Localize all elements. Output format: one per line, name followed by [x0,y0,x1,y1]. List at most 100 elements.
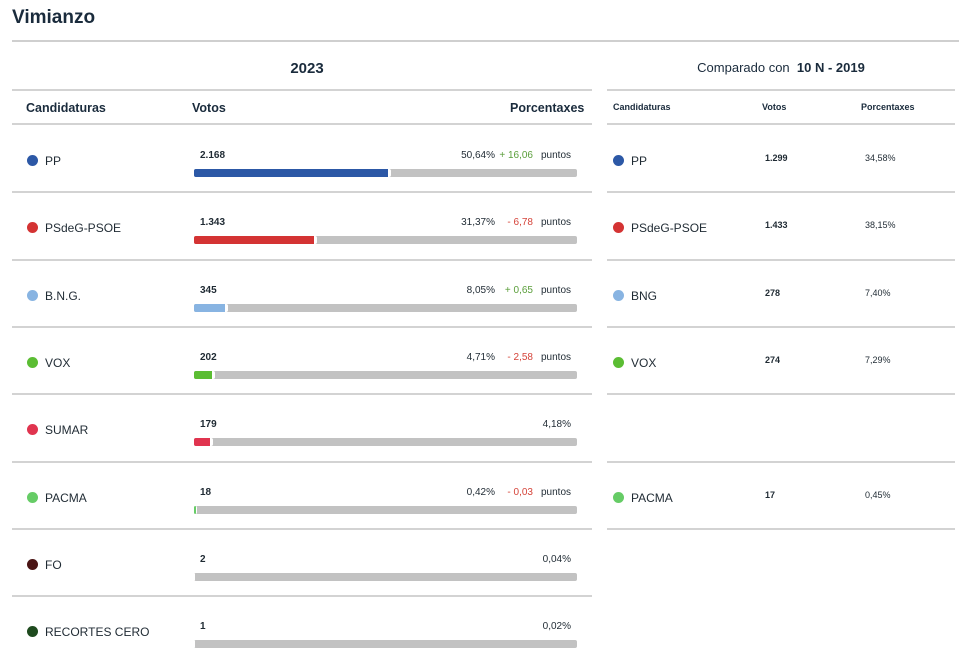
percentage-value: 0,42% [466,486,495,498]
puntos-label: puntos [541,217,572,229]
divider [607,123,955,125]
comparison-row: PACMA 17 0,45% [607,463,955,529]
result-row: PP 2.168 50,64% + 16,06 puntos [12,126,592,192]
delta-points: + 16,06 [499,150,533,161]
votes-value: 2 [200,553,206,565]
divider [607,89,955,91]
puntos-label: puntos [541,284,572,296]
row-divider [607,191,955,194]
vote-share-bar [194,303,577,312]
party-color-dot [27,558,38,570]
percentage-value: 50,64% [461,150,495,161]
row-divider [12,393,592,396]
result-row: SUMAR 179 4,18% [12,395,592,461]
result-row: VOX 202 4,71% - 2,58 puntos [12,328,592,394]
comparison-prefix: Comparado con [697,60,790,75]
vote-share-bar-fill [194,505,197,514]
puntos-label: puntos [541,150,572,161]
vote-share-bar-fill [194,169,391,177]
votes-value: 1.433 [765,220,788,231]
party-name: PSdeG-PSOE [45,221,122,236]
row-divider [607,527,955,530]
votes-value: 18 [200,486,212,498]
comparison-header-votos: Votos [762,102,787,112]
result-row: RECORTES CERO 1 0,02% [12,597,592,663]
vote-share-bar [194,640,577,649]
col-header-votos: Votos [192,101,226,115]
vote-share-bar [194,169,577,177]
party-name: PP [631,154,648,168]
puntos-label: puntos [541,486,572,498]
votes-value: 278 [765,287,781,298]
row-divider [12,325,592,328]
col-header-porcentaxes: Porcentaxes [510,101,585,115]
votes-value: 345 [200,284,217,296]
party-name: B.N.G. [45,288,82,303]
comparison-row: PSdeG-PSOE 1.433 38,15% [607,193,955,259]
party-color-dot [27,626,38,638]
percentage-value: 0,02% [542,621,571,633]
percentage-value: 4,18% [542,419,571,431]
votes-value: 2.168 [200,150,226,161]
puntos-label: puntos [541,351,572,363]
row-divider [12,191,592,194]
row-divider [12,258,592,261]
row-divider [12,460,592,463]
party-color-dot [613,155,624,166]
results-year: 2023 [290,60,324,77]
party-name: VOX [45,355,71,370]
votes-value: 1.299 [765,153,788,163]
comparison-row: BNG 278 7,40% [607,261,955,327]
title-divider [12,40,959,42]
party-name: BNG [631,288,658,303]
percentage-value: 34,58% [865,153,896,163]
party-color-dot [27,222,38,234]
vote-share-bar [194,505,577,514]
comparison-election: 10 N - 2019 [796,60,865,75]
vote-share-bar [194,572,577,581]
votes-value: 274 [765,354,781,365]
party-name: FO [45,557,62,572]
percentage-value: 7,29% [865,354,891,365]
vote-share-bar-fill [194,640,196,649]
result-row: PACMA 18 0,42% - 0,03 puntos [12,463,592,529]
delta-points: + 0,65 [504,284,533,296]
party-name: SUMAR [45,423,89,438]
result-row: FO 2 0,04% [12,530,592,596]
percentage-value: 31,37% [461,217,495,229]
percentage-value: 7,40% [865,287,891,298]
comparison-row: PP 1.299 34,58% [607,126,955,192]
row-divider [607,460,955,463]
party-color-dot [613,289,624,301]
row-divider [607,325,955,328]
votes-value: 202 [200,351,217,363]
vote-share-bar-fill [194,370,216,379]
votes-value: 179 [200,419,217,431]
comparison-title: Comparado con 10 N - 2019 [607,60,955,75]
delta-points: - 6,78 [507,217,533,229]
row-divider [607,393,955,396]
row-divider [12,595,592,598]
row-divider [607,258,955,261]
comparison-header-porcentaxes: Porcentaxes [861,102,915,112]
percentage-value: 8,05% [466,284,495,296]
col-header-candidaturas: Candidaturas [26,101,106,115]
delta-points: - 0,03 [507,486,533,498]
party-color-dot [613,222,624,234]
comparison-row: VOX 274 7,29% [607,328,955,394]
vote-share-bar-fill [194,236,318,245]
party-color-dot [27,356,38,368]
party-color-dot [27,491,38,503]
party-name: PSdeG-PSOE [631,221,708,236]
result-row: PSdeG-PSOE 1.343 31,37% - 6,78 puntos [12,193,592,259]
divider [12,123,592,125]
vote-share-bar [194,236,577,245]
votes-value: 1.343 [200,217,226,229]
vote-share-bar-fill [194,438,213,447]
percentage-value: 38,15% [865,220,896,231]
percentage-value: 0,45% [865,489,891,500]
party-color-dot [613,491,624,503]
votes-value: 1 [200,621,206,633]
result-row: B.N.G. 345 8,05% + 0,65 puntos [12,261,592,327]
party-color-dot [27,155,38,166]
